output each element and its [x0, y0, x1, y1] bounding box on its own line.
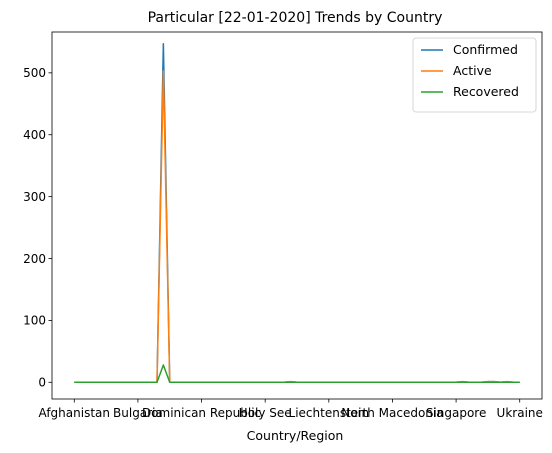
x-tick-label: Bulgaria: [113, 406, 163, 420]
chart-title: Particular [22-01-2020] Trends by Countr…: [148, 10, 443, 26]
x-tick-label: Holy See: [239, 406, 292, 420]
plot-area: [51, 31, 543, 400]
y-tick-label: 100: [23, 314, 46, 328]
y-axis: 0 100 200 300 400 500: [23, 66, 52, 390]
x-tick-label: Afghanistan: [39, 406, 110, 420]
legend: Confirmed Active Recovered: [412, 37, 537, 113]
x-tick-label: Dominican Republic: [142, 406, 261, 420]
plot-frame: [51, 31, 543, 400]
legend-label-confirmed: Confirmed: [453, 42, 518, 57]
y-tick-label: 0: [38, 376, 46, 390]
y-tick-label: 400: [23, 128, 46, 142]
x-tick-label: Ukraine: [497, 406, 543, 420]
legend-label-recovered: Recovered: [453, 84, 519, 99]
series-line-recovered: [74, 364, 520, 384]
y-tick-label: 200: [23, 252, 46, 266]
y-tick-label: 300: [23, 190, 46, 204]
x-tick-label: Liechtenstein: [289, 406, 370, 420]
y-tick-label: 500: [23, 66, 46, 80]
legend-label-active: Active: [453, 63, 492, 78]
x-tick-label: Singapore: [426, 406, 487, 420]
x-tick-label: North Macedonia: [341, 406, 443, 420]
x-axis-label: Country/Region: [247, 428, 344, 443]
legend-box: [412, 37, 537, 113]
